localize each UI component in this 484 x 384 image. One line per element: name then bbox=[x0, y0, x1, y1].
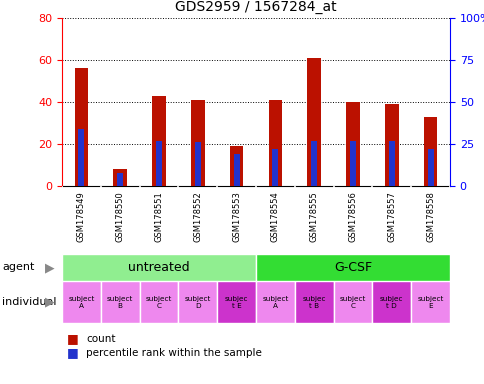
Bar bbox=[333, 281, 372, 323]
Bar bbox=[256, 281, 294, 323]
Bar bbox=[294, 281, 333, 323]
Text: GSM178555: GSM178555 bbox=[309, 192, 318, 242]
Bar bbox=[62, 254, 256, 281]
Bar bbox=[117, 172, 123, 186]
Text: subjec
t D: subjec t D bbox=[379, 296, 403, 308]
Bar bbox=[152, 96, 166, 186]
Text: subject
E: subject E bbox=[417, 296, 443, 308]
Bar bbox=[217, 281, 256, 323]
Bar bbox=[156, 141, 162, 186]
Bar bbox=[268, 100, 282, 186]
Text: GSM178556: GSM178556 bbox=[348, 192, 357, 242]
Text: percentile rank within the sample: percentile rank within the sample bbox=[86, 348, 261, 358]
Text: subject
A: subject A bbox=[68, 296, 94, 308]
Bar bbox=[233, 154, 239, 186]
Bar bbox=[191, 100, 204, 186]
Bar bbox=[113, 169, 127, 186]
Text: untreated: untreated bbox=[128, 261, 189, 274]
Title: GDS2959 / 1567284_at: GDS2959 / 1567284_at bbox=[175, 0, 336, 14]
Text: GSM178558: GSM178558 bbox=[425, 192, 434, 242]
Text: ■: ■ bbox=[67, 333, 78, 346]
Text: GSM178553: GSM178553 bbox=[232, 192, 241, 242]
Text: count: count bbox=[86, 334, 116, 344]
Text: GSM178557: GSM178557 bbox=[387, 192, 395, 242]
Text: subject
D: subject D bbox=[184, 296, 211, 308]
Text: ■: ■ bbox=[67, 346, 78, 359]
Text: individual: individual bbox=[2, 297, 57, 307]
Bar bbox=[346, 102, 359, 186]
Bar bbox=[384, 104, 398, 186]
Text: subject
A: subject A bbox=[262, 296, 288, 308]
Bar bbox=[178, 281, 217, 323]
Text: ▶: ▶ bbox=[45, 261, 54, 274]
Text: G-CSF: G-CSF bbox=[333, 261, 371, 274]
Bar bbox=[311, 141, 317, 186]
Bar bbox=[195, 142, 200, 186]
Text: agent: agent bbox=[2, 263, 35, 273]
Text: subject
B: subject B bbox=[107, 296, 133, 308]
Text: subject
C: subject C bbox=[146, 296, 172, 308]
Bar bbox=[229, 146, 243, 186]
Bar bbox=[307, 58, 320, 186]
Bar bbox=[75, 68, 88, 186]
Text: GSM178552: GSM178552 bbox=[193, 192, 202, 242]
Text: subject
C: subject C bbox=[339, 296, 365, 308]
Bar bbox=[272, 149, 278, 186]
Text: GSM178550: GSM178550 bbox=[116, 192, 124, 242]
Bar bbox=[349, 141, 355, 186]
Bar bbox=[256, 254, 449, 281]
Text: GSM178549: GSM178549 bbox=[77, 192, 86, 242]
Text: GSM178551: GSM178551 bbox=[154, 192, 163, 242]
Bar bbox=[139, 281, 178, 323]
Bar bbox=[101, 281, 139, 323]
Bar bbox=[410, 281, 449, 323]
Bar bbox=[62, 281, 101, 323]
Text: GSM178554: GSM178554 bbox=[271, 192, 279, 242]
Bar bbox=[423, 117, 437, 186]
Text: subjec
t B: subjec t B bbox=[302, 296, 325, 308]
Text: subjec
t E: subjec t E bbox=[225, 296, 248, 308]
Text: ▶: ▶ bbox=[45, 296, 54, 308]
Bar bbox=[78, 129, 84, 186]
Bar bbox=[372, 281, 410, 323]
Bar bbox=[427, 149, 433, 186]
Bar bbox=[388, 141, 394, 186]
